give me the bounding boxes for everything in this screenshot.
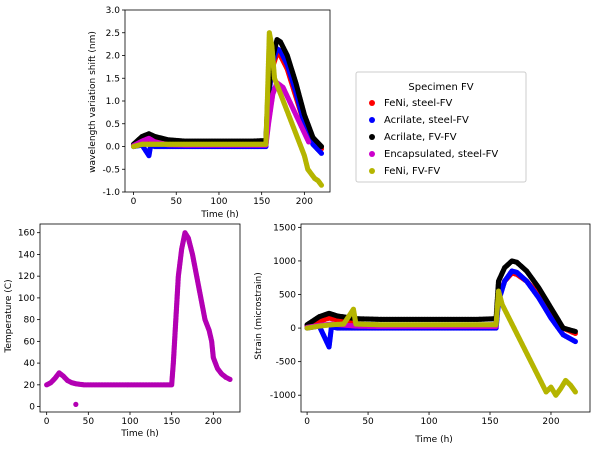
data-layer [44,230,233,407]
temperature-ylabel: Temperature (C) [4,279,14,353]
plot-frame [300,223,591,413]
legend: Specimen FV FeNi, steel-FV Acrilate, stee… [355,71,527,183]
series-1 [304,268,578,350]
y-tick-label: 2.0 [106,52,121,62]
data-point [73,401,79,407]
x-tick-label: 150 [481,417,498,427]
data-layer [304,258,578,398]
data-point [318,143,325,150]
x-tick-label: 50 [171,197,183,207]
legend-frame [355,71,527,183]
legend-marker [369,134,375,140]
legend-items: FeNi, steel-FV Acrilate, steel-FV Acrilate… [369,98,498,177]
y-tick-label: 80 [24,316,36,326]
y-tick-label: 120 [18,272,35,282]
x-tick-label: 0 [44,417,50,427]
legend-label: FeNi, FV-FV [384,166,440,177]
y-tick-label: 3.0 [106,6,121,16]
y-tick-label: -1.0 [102,188,120,198]
legend-marker [369,151,375,157]
data-point [572,338,578,345]
plot-frame [39,223,241,413]
temperature-xlabel: Time (h) [120,429,159,439]
y-tick-label: 0.5 [106,120,120,130]
data-point [227,376,233,382]
x-tick-label: 50 [362,417,374,427]
y-tick-label: 160 [18,229,35,239]
y-tick-label: 1500 [273,223,296,233]
x-tick-label: 100 [420,417,437,427]
series-4 [130,30,325,188]
y-tick-label: 60 [24,337,36,347]
y-tick-label: -500 [276,358,297,368]
x-tick-label: 200 [542,417,559,427]
strain-xlabel: Time (h) [414,435,453,445]
y-tick-label: 0 [290,324,296,334]
series-1 [73,401,79,407]
y-tick-label: 1.0 [106,97,121,107]
x-tick-label: 200 [296,197,313,207]
data-point [318,182,325,188]
x-tick-label: 50 [83,417,95,427]
x-tick-label: 0 [131,197,137,207]
x-tick-label: 200 [205,417,222,427]
wavelength-shift-plot: 0 50 100 150 200 -1.0 -0.5 0.0 0.5 1.0 1.5 2.0 2.5 3.… [102,6,331,207]
x-tick-label: 100 [210,197,227,207]
wavelength-xlabel: Time (h) [200,210,239,220]
data-point [318,150,325,156]
legend-label: Acrilate, FV-FV [384,132,457,143]
y-tick-label: -1000 [270,391,296,401]
x-tick-label: 150 [163,417,180,427]
data-point [572,389,578,395]
x-tick-label: 150 [253,197,270,207]
x-tick-label: 100 [121,417,138,427]
y-tick-label: 2.5 [106,29,120,39]
data-point [572,328,578,335]
y-tick-label: 140 [18,250,35,260]
legend-label: FeNi, steel-FV [384,98,453,109]
y-tick-label: 0 [29,403,35,413]
y-tick-label: 1.5 [106,74,120,84]
x-tick-label: 0 [304,417,310,427]
y-tick-label: 1000 [273,257,296,267]
temperature-plot: 0 50 100 150 200 0 20 40 60 80 100 120 140 160 [18,223,241,427]
legend-label: Encapsulated, steel-FV [384,149,498,160]
series-4 [304,288,578,398]
y-tick-label: 500 [279,291,296,301]
strain-plot: 0 50 100 150 200 -1000 -500 0 500 1000 1500 [270,223,591,427]
wavelength-ylabel: wavelength variation shift (nm) [88,31,98,173]
legend-title: Specimen FV [408,82,473,93]
y-tick-label: 20 [24,381,36,391]
series-0 [44,230,233,388]
y-tick-label: 40 [24,359,36,369]
y-tick-label: 0.0 [106,143,121,153]
data-point [306,139,312,145]
y-tick-label: 100 [18,294,35,304]
data-layer [130,30,325,188]
legend-marker [369,117,375,123]
strain-ylabel: Strain (microstrain) [254,272,264,359]
legend-label: Acrilate, steel-FV [384,115,469,126]
legend-marker [369,168,375,174]
legend-marker [369,100,375,106]
y-tick-label: -0.5 [102,165,120,175]
